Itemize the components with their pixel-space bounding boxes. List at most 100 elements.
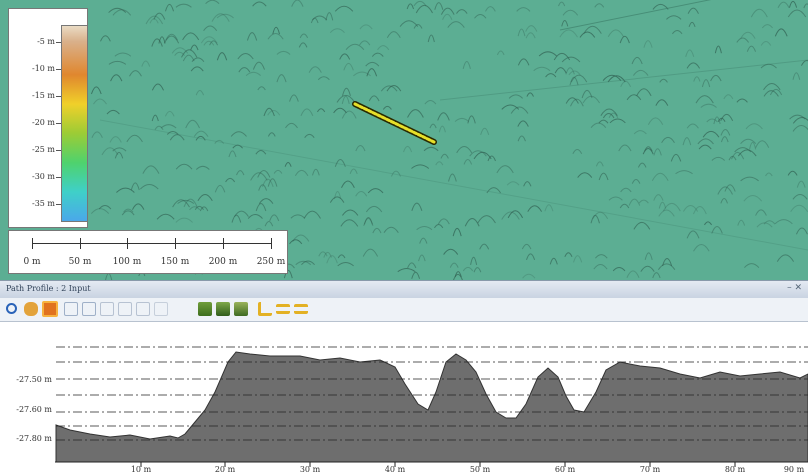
terrain-mound xyxy=(686,62,701,69)
terrain-mound xyxy=(197,193,213,201)
terrain-mound xyxy=(763,220,776,225)
terrain-mound xyxy=(342,87,351,96)
terrain-mound xyxy=(366,68,378,77)
terrain-mound xyxy=(564,252,573,258)
align-left-icon[interactable] xyxy=(258,302,272,316)
terrain-mound xyxy=(693,243,710,252)
terrain-mound xyxy=(158,36,166,44)
panel-close-button[interactable]: – ✕ xyxy=(787,283,802,293)
terrain-mound xyxy=(760,40,772,46)
terrain-mound xyxy=(582,95,601,104)
terrain-mound xyxy=(195,135,206,141)
grid-icon[interactable] xyxy=(64,302,78,316)
terrain-mound xyxy=(272,26,280,35)
terrain-mound xyxy=(318,251,328,257)
terrain-mound xyxy=(195,165,210,170)
terrain-mound xyxy=(98,205,112,210)
terrain-mound xyxy=(682,204,699,212)
terrain-mound xyxy=(130,182,140,191)
terrain-mound xyxy=(329,28,345,34)
terrain-mound xyxy=(290,214,306,219)
terrain-mound xyxy=(434,2,444,10)
align-right-icon[interactable] xyxy=(294,304,308,314)
zoom-icon[interactable] xyxy=(6,303,17,314)
x-axis-label: 90 m xyxy=(783,465,805,474)
pan-hand-icon[interactable] xyxy=(24,302,38,316)
terrain-mound xyxy=(644,252,653,260)
terrain-mound xyxy=(424,99,437,105)
terrain-mound xyxy=(795,227,808,235)
terrain-mound xyxy=(323,251,332,258)
x-axis-label: 60 m xyxy=(554,465,576,474)
terrain-mound xyxy=(435,161,444,166)
scale-line xyxy=(32,243,271,244)
terrain-mound xyxy=(745,123,763,130)
measure-icon[interactable] xyxy=(136,302,150,316)
terrain-mound xyxy=(620,80,632,88)
terrain-mound xyxy=(337,262,354,267)
scale-label: 0 m xyxy=(23,257,41,267)
hierarchy-icon[interactable] xyxy=(100,302,114,316)
terrain-mound xyxy=(337,254,346,259)
terrain-mound xyxy=(252,61,265,70)
terrain-mound xyxy=(362,248,379,257)
terrain-mound xyxy=(618,144,632,152)
terrain-mound xyxy=(129,70,142,77)
terrain-mound xyxy=(267,132,276,137)
chart-alt-icon[interactable] xyxy=(216,302,230,316)
terrain-mound xyxy=(334,158,346,167)
cursor-icon[interactable] xyxy=(154,302,168,316)
terrain-mound xyxy=(666,15,682,20)
bathymetry-map[interactable]: -5 m -10 m -15 m -20 m -25 m -30 m -35 m… xyxy=(0,0,808,280)
terrain-mound xyxy=(736,98,748,103)
distribute-icon[interactable] xyxy=(276,304,290,314)
terrain-mound xyxy=(312,168,320,176)
copy-icon[interactable] xyxy=(82,302,96,316)
terrain-mound xyxy=(700,103,717,108)
terrain-mound xyxy=(510,106,529,114)
terrain-mound xyxy=(731,151,745,160)
terrain-mound xyxy=(485,6,496,12)
terrain-mound xyxy=(299,33,309,39)
terrain-mound xyxy=(737,219,746,226)
profile-area xyxy=(55,351,808,463)
terrain-mound xyxy=(549,257,558,265)
terrain-mound xyxy=(565,67,575,75)
pick-icon[interactable] xyxy=(42,301,58,317)
terrain-mound xyxy=(195,90,205,96)
terrain-mound xyxy=(559,29,578,38)
terrain-mound xyxy=(200,36,218,44)
terrain-mound xyxy=(182,54,195,62)
terrain-mound xyxy=(193,130,209,137)
terrain-mound xyxy=(760,63,777,69)
terrain-mound xyxy=(657,263,676,270)
scale-tick xyxy=(127,238,128,249)
terrain-mound xyxy=(545,73,557,78)
terrain-mound xyxy=(544,204,554,212)
terrain-mound xyxy=(326,255,338,264)
terrain-mound xyxy=(257,86,266,91)
terrain-mound xyxy=(600,108,618,116)
terrain-mound xyxy=(216,52,228,61)
terrain-mound xyxy=(462,60,471,69)
terrain-mound xyxy=(720,198,728,204)
terrain-mound xyxy=(787,170,798,176)
terrain-mound xyxy=(607,29,624,37)
network-icon[interactable] xyxy=(118,302,132,316)
terrain-mound xyxy=(232,144,243,149)
terrain-mound xyxy=(267,32,284,40)
legend-tick: -30 m xyxy=(11,172,61,181)
terrain-mound xyxy=(112,9,132,16)
terrain-mound xyxy=(300,108,314,117)
terrain-mound xyxy=(463,159,473,165)
profile-chart[interactable]: -27.50 m -27.60 m -27.80 m 10 m 20 m 30 … xyxy=(0,322,808,476)
terrain-mound xyxy=(175,163,193,170)
profile-panel-titlebar[interactable]: Path Profile : 2 Input – ✕ xyxy=(0,280,808,298)
chart-icon[interactable] xyxy=(198,302,212,316)
terrain-mound xyxy=(740,176,759,182)
legend-tick: -10 m xyxy=(11,64,61,73)
terrain-mound xyxy=(345,43,365,51)
export-icon[interactable] xyxy=(234,302,248,316)
terrain-mound xyxy=(788,0,798,8)
scale-label: 150 m xyxy=(160,257,190,267)
